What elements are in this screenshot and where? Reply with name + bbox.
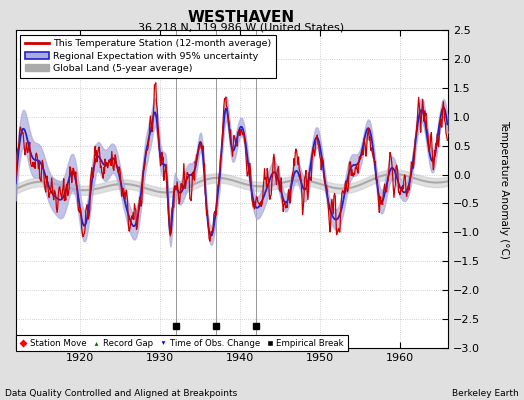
Text: Data Quality Controlled and Aligned at Breakpoints: Data Quality Controlled and Aligned at B… (5, 389, 237, 398)
Legend: Station Move, Record Gap, Time of Obs. Change, Empirical Break: Station Move, Record Gap, Time of Obs. C… (16, 335, 347, 351)
Y-axis label: Temperature Anomaly (°C): Temperature Anomaly (°C) (499, 120, 509, 258)
Text: Berkeley Earth: Berkeley Earth (452, 389, 519, 398)
Text: 36.218 N, 119.986 W (United States): 36.218 N, 119.986 W (United States) (138, 22, 344, 32)
Text: WESTHAVEN: WESTHAVEN (188, 10, 294, 25)
